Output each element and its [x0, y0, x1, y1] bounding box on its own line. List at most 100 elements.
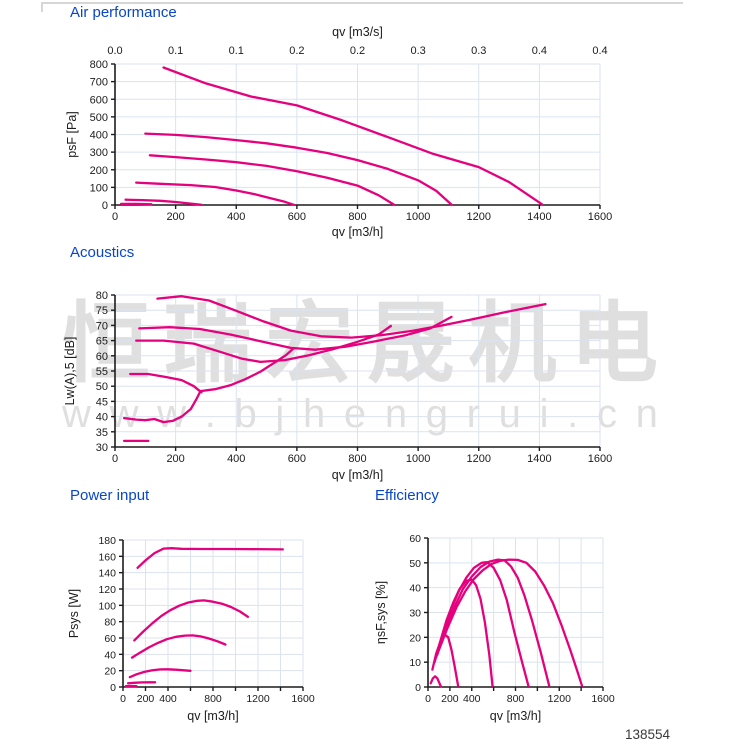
curve-speed-5 — [144, 132, 453, 206]
x-tick-label: 600 — [288, 453, 306, 465]
efficiency-chart: 0 200 400 800 1200 1600 0 10 20 30 40 50 60 qv [m3/h]… — [374, 533, 615, 723]
x-tick-label: 400 — [463, 693, 481, 705]
y-tick-label: 40 — [104, 649, 116, 661]
x-axis-title: qv [m3/h] — [332, 468, 383, 482]
top-tick-label: 0.4 — [592, 45, 607, 57]
efficiency-title: Efficiency — [375, 487, 439, 504]
y-tick-label: 40 — [409, 583, 421, 595]
curve-speed-5 — [138, 315, 453, 351]
top-tick-label: 0.1 — [229, 45, 244, 57]
panel-border-top — [41, 2, 683, 4]
y-tick-label: 70 — [96, 320, 108, 332]
y-tick-label: 80 — [96, 290, 108, 302]
curve-speed-3 — [122, 347, 295, 424]
y-tick-label: 60 — [104, 633, 116, 645]
y-tick-label: 120 — [98, 584, 116, 596]
y-tick-label: 50 — [96, 381, 108, 393]
acoustics-chart: 0 200 400 600 800 1000 1200 1400 1600 30 35 40 45 50 5… — [63, 290, 612, 482]
x-tick-label: 200 — [166, 211, 184, 223]
x-axis-title: qv [m3/h] — [332, 225, 383, 239]
y-tick-label: 100 — [90, 182, 108, 194]
curve-speed-3 — [135, 181, 295, 206]
curve-speed-1 — [429, 675, 443, 688]
x-tick-label: 1200 — [246, 693, 270, 705]
x-tick-label: 0 — [425, 693, 431, 705]
y-axis-title: Psys [W] — [67, 589, 81, 638]
x-tick-label: 200 — [137, 693, 155, 705]
x-tick-label: 0 — [120, 693, 126, 705]
y-tick-label: 700 — [90, 77, 108, 89]
curve-speed-3 — [128, 668, 192, 679]
y-tick-label: 10 — [409, 657, 421, 669]
x-tick-label: 0 — [112, 453, 118, 465]
top-tick-label: 0.3 — [471, 45, 486, 57]
y-tick-label: 140 — [98, 568, 116, 580]
x-tick-label: 400 — [227, 211, 245, 223]
curve-speed-2 — [126, 681, 157, 685]
power-input-chart: 0 200 400 800 1200 1600 0 20 40 60 80 100 120 140 160 1… — [67, 535, 315, 723]
x-tick-label: 800 — [348, 453, 366, 465]
y-tick-label: 50 — [409, 558, 421, 570]
curve-speed-2 — [124, 198, 203, 206]
y-tick-label: 20 — [104, 666, 116, 678]
y-tick-label: 40 — [96, 412, 108, 424]
x-tick-label: 400 — [227, 453, 245, 465]
x-tick-label: 1600 — [591, 693, 615, 705]
top-tick-label: 0.1 — [168, 45, 183, 57]
y-tick-label: 200 — [90, 165, 108, 177]
x-tick-label: 1600 — [588, 211, 612, 223]
x-tick-label: 0 — [112, 211, 118, 223]
y-tick-label: 300 — [90, 147, 108, 159]
x-tick-label: 1000 — [406, 211, 430, 223]
top-axis-title: qv [m3/s] — [332, 25, 383, 39]
y-tick-label: 60 — [409, 533, 421, 545]
x-tick-label: 1600 — [588, 453, 612, 465]
top-tick-label: 0.0 — [107, 45, 122, 57]
y-tick-label: 0 — [102, 200, 108, 212]
y-tick-label: 600 — [90, 94, 108, 106]
x-tick-label: 800 — [204, 693, 222, 705]
x-tick-label: 200 — [166, 453, 184, 465]
x-tick-label: 1400 — [527, 453, 551, 465]
y-tick-label: 20 — [409, 632, 421, 644]
y-tick-label: 0 — [110, 682, 116, 694]
y-tick-label: 75 — [96, 305, 108, 317]
curve-speed-4 — [435, 560, 530, 687]
power-input-title: Power input — [70, 487, 150, 504]
air-performance-title: Air performance — [70, 4, 177, 21]
curve-speed-6 — [437, 558, 584, 687]
curve-speed-5 — [436, 558, 551, 687]
y-tick-label: 0 — [415, 682, 421, 694]
y-tick-label: 45 — [96, 396, 108, 408]
curve-speed-5 — [133, 599, 250, 642]
y-tick-label: 30 — [96, 442, 108, 454]
y-axis-title: psF [Pa] — [65, 111, 79, 158]
y-tick-label: 400 — [90, 130, 108, 142]
x-tick-label: 1600 — [291, 693, 315, 705]
document-id: 138554 — [624, 727, 670, 742]
curve-speed-4 — [135, 324, 392, 364]
top-tick-label: 0.3 — [410, 45, 425, 57]
x-tick-label: 1200 — [548, 693, 572, 705]
curve-speed-4 — [148, 154, 396, 206]
top-tick-label: 0.2 — [289, 45, 304, 57]
top-tick-label: 0.4 — [532, 45, 547, 57]
y-axis-title: Lw(A),5 [dB] — [63, 337, 77, 406]
y-tick-label: 500 — [90, 112, 108, 124]
curve-speed-6 — [162, 66, 544, 206]
curve-speed-4 — [130, 634, 227, 659]
air-performance-chart: 0 200 400 600 800 1000 1200 1400 1600 0 100 200 300 4… — [65, 25, 612, 239]
y-tick-label: 60 — [96, 351, 108, 363]
y-tick-label: 100 — [98, 600, 116, 612]
y-tick-label: 35 — [96, 427, 108, 439]
curve-speed-6 — [156, 295, 547, 339]
x-axis-title: qv [m3/h] — [490, 709, 541, 723]
y-tick-label: 800 — [90, 59, 108, 71]
x-tick-label: 400 — [159, 693, 177, 705]
top-tick-label: 0.2 — [350, 45, 365, 57]
x-tick-label: 200 — [441, 693, 459, 705]
y-tick-label: 65 — [96, 336, 108, 348]
y-tick-label: 80 — [104, 617, 116, 629]
curve-speed-6 — [136, 547, 284, 569]
